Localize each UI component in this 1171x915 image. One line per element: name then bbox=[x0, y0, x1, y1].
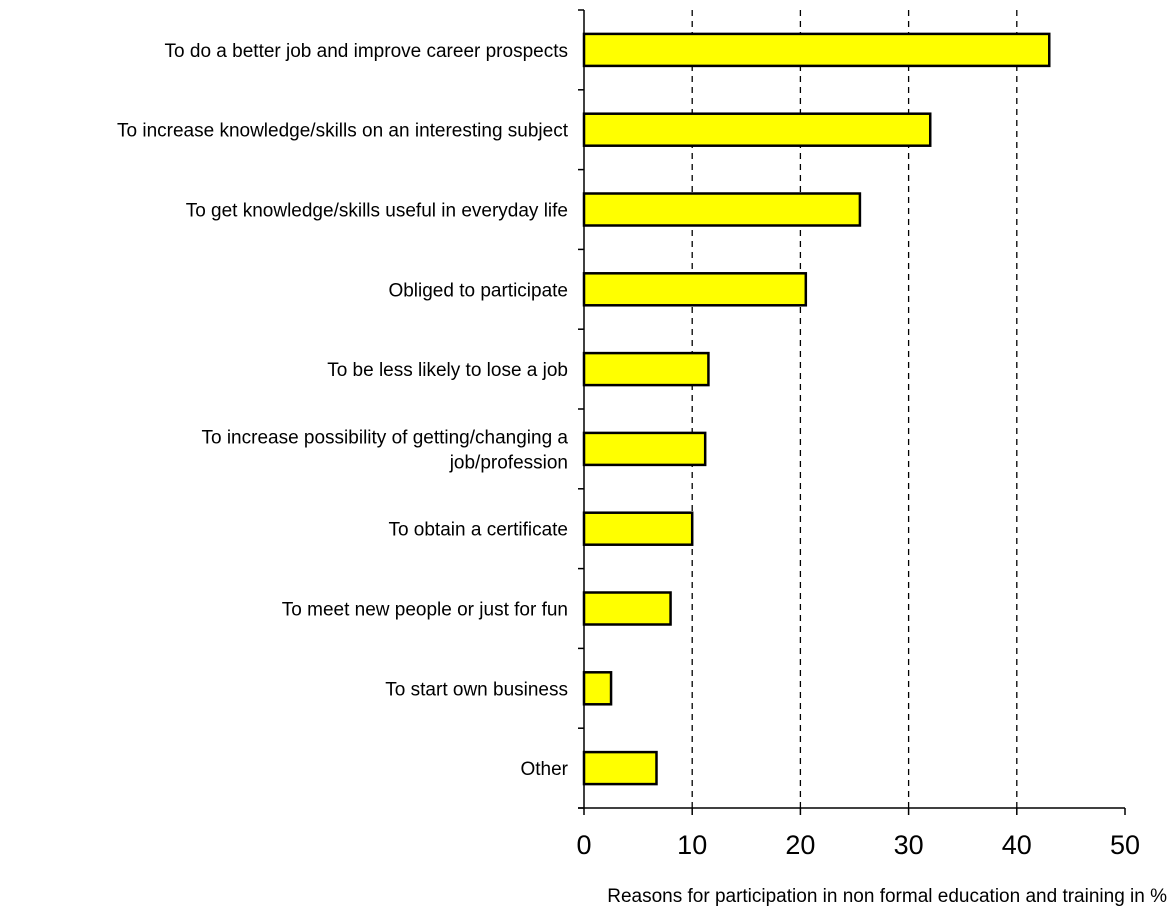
x-tick-label: 0 bbox=[576, 830, 591, 860]
x-tick-label: 20 bbox=[785, 830, 815, 860]
category-label: To obtain a certificate bbox=[388, 520, 568, 541]
category-label: To meet new people or just for fun bbox=[282, 600, 568, 621]
category-label: To do a better job and improve career pr… bbox=[165, 41, 568, 62]
bar-7 bbox=[582, 511, 694, 546]
bar-4 bbox=[582, 272, 808, 307]
category-label: Other bbox=[520, 759, 568, 780]
bar-9 bbox=[582, 671, 613, 706]
bar-6 bbox=[582, 431, 707, 467]
category-label: To start own business bbox=[385, 679, 568, 700]
category-label: To be less likely to lose a job bbox=[327, 360, 568, 381]
x-tick-label: 50 bbox=[1110, 830, 1140, 860]
x-tick-label: 30 bbox=[894, 830, 924, 860]
bar-2 bbox=[582, 112, 932, 147]
category-label: To increase possibility of getting/chang… bbox=[201, 427, 568, 473]
bar-8 bbox=[582, 591, 672, 626]
bar-3 bbox=[582, 192, 862, 227]
bars bbox=[582, 32, 1051, 786]
category-label: To increase knowledge/skills on an inter… bbox=[117, 121, 569, 142]
bar-5 bbox=[582, 351, 710, 387]
category-label: Obliged to participate bbox=[388, 280, 568, 301]
category-label: To get knowledge/skills useful in everyd… bbox=[186, 201, 568, 222]
axes bbox=[578, 9, 1126, 815]
bar-1 bbox=[582, 32, 1051, 68]
x-tick-label: 10 bbox=[677, 830, 707, 860]
x-tick-label: 40 bbox=[1002, 830, 1032, 860]
x-tick-labels: 0 10 20 30 40 50 bbox=[576, 830, 1140, 860]
bar-10 bbox=[582, 750, 658, 786]
category-labels: To do a better job and improve career pr… bbox=[117, 41, 569, 780]
x-axis-title: Reasons for participation in non formal … bbox=[607, 886, 1167, 907]
